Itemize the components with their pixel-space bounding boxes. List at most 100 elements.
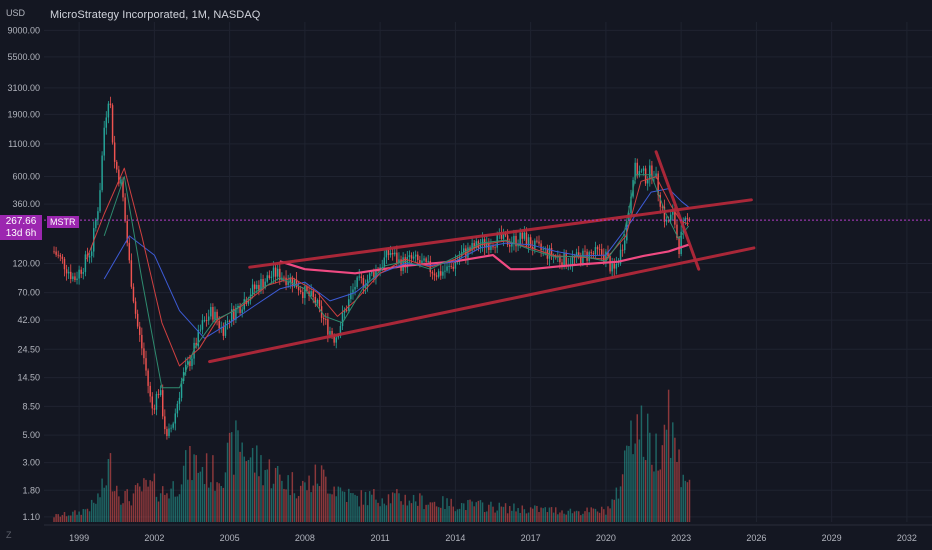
trendlines bbox=[208, 150, 756, 364]
volume-bar bbox=[471, 501, 473, 522]
candle-body bbox=[70, 271, 72, 280]
volume-bar bbox=[448, 505, 450, 522]
volume-bar bbox=[74, 510, 76, 522]
candle-body bbox=[251, 284, 254, 295]
candle-body bbox=[452, 266, 455, 269]
volume-bar bbox=[368, 491, 371, 522]
candle-body bbox=[446, 266, 448, 271]
moving-averages bbox=[86, 167, 690, 389]
volume-bar bbox=[431, 502, 434, 522]
candle-body bbox=[669, 214, 672, 221]
y-tick-label: 1.10 bbox=[22, 512, 40, 522]
volume-bar bbox=[477, 500, 480, 522]
volume-bar bbox=[118, 496, 120, 522]
volume-bar bbox=[523, 509, 526, 522]
candle-body bbox=[659, 195, 661, 207]
volume-bar bbox=[379, 506, 381, 522]
volume-bar bbox=[529, 507, 532, 522]
volume-bar bbox=[210, 482, 212, 522]
volume-bar bbox=[237, 430, 239, 522]
candle-body bbox=[205, 320, 208, 322]
volume-bar bbox=[412, 494, 415, 522]
volume-bar bbox=[337, 486, 340, 522]
volume-bar bbox=[352, 493, 354, 522]
candle-body bbox=[241, 309, 243, 313]
volume-bar bbox=[193, 454, 195, 522]
candle-body bbox=[396, 252, 398, 263]
volume-bar bbox=[304, 482, 306, 522]
candle-body bbox=[460, 252, 463, 257]
volume-bar bbox=[644, 460, 647, 522]
volume-bar bbox=[688, 479, 691, 522]
candle-body bbox=[116, 161, 118, 170]
volume-bar bbox=[552, 512, 555, 522]
candle-body bbox=[676, 224, 678, 238]
candle-body bbox=[57, 254, 59, 256]
candle-body bbox=[663, 206, 666, 222]
candle-body bbox=[203, 320, 206, 322]
y-tick-label: 70.00 bbox=[17, 288, 40, 298]
volume-bar bbox=[141, 491, 143, 522]
volume-bar bbox=[147, 486, 149, 522]
candle-body bbox=[672, 210, 674, 215]
volume-bar bbox=[139, 486, 141, 522]
volume-bar bbox=[70, 515, 72, 522]
candle-body bbox=[532, 246, 534, 249]
candle-body bbox=[289, 277, 291, 283]
volume-bar bbox=[634, 443, 636, 522]
candle-body bbox=[383, 257, 386, 268]
timezone-icon[interactable]: Z bbox=[6, 530, 12, 540]
volume-bar bbox=[400, 501, 402, 522]
candle-body bbox=[291, 277, 294, 287]
moving-average-line bbox=[103, 188, 690, 339]
candle-body bbox=[598, 249, 601, 250]
candle-body bbox=[358, 276, 360, 278]
volume-bar bbox=[295, 498, 298, 522]
candle-body bbox=[53, 251, 55, 253]
volume-bar bbox=[132, 493, 135, 522]
volume-bar bbox=[542, 508, 544, 522]
candle-body bbox=[325, 319, 327, 320]
chart-title[interactable]: MicroStrategy Incorporated, 1M, NASDAQ bbox=[50, 9, 261, 21]
candle-body bbox=[268, 275, 271, 278]
volume-bar bbox=[609, 508, 611, 522]
candle-body bbox=[72, 276, 74, 280]
candle-body bbox=[644, 168, 647, 184]
candle-body bbox=[78, 269, 80, 279]
candle-body bbox=[207, 316, 210, 321]
x-tick-label: 2011 bbox=[370, 533, 389, 543]
candle-body bbox=[414, 254, 417, 257]
candle-body bbox=[197, 330, 200, 347]
candle-body bbox=[573, 256, 576, 258]
volume-bar bbox=[126, 489, 128, 522]
candle-body bbox=[184, 364, 187, 373]
candle-body bbox=[59, 255, 62, 257]
candle-body bbox=[617, 263, 620, 265]
volume-bar bbox=[128, 501, 131, 522]
candle-body bbox=[287, 282, 289, 285]
volume-bar bbox=[513, 503, 515, 522]
volume-bar bbox=[318, 486, 321, 522]
y-tick-label: 14.50 bbox=[17, 373, 40, 383]
candle-body bbox=[442, 271, 444, 276]
candle-body bbox=[594, 247, 597, 255]
volume-bar bbox=[166, 493, 168, 522]
candle-body bbox=[483, 239, 486, 248]
candle-body bbox=[684, 217, 687, 221]
candle-body bbox=[95, 219, 97, 229]
candle-body bbox=[646, 179, 649, 184]
candle-body bbox=[592, 253, 595, 255]
candle-body bbox=[561, 262, 563, 268]
volume-bar bbox=[90, 499, 93, 522]
candle-body bbox=[412, 256, 415, 259]
volume-bar bbox=[665, 429, 668, 522]
candle-body bbox=[674, 210, 676, 225]
volume-bar bbox=[130, 505, 133, 522]
volume-bar bbox=[63, 512, 66, 522]
moving-average-line bbox=[103, 174, 690, 389]
volume-bar bbox=[391, 492, 394, 522]
candle-body bbox=[306, 286, 308, 292]
volume-bar bbox=[623, 450, 626, 522]
candle-body bbox=[335, 337, 337, 343]
